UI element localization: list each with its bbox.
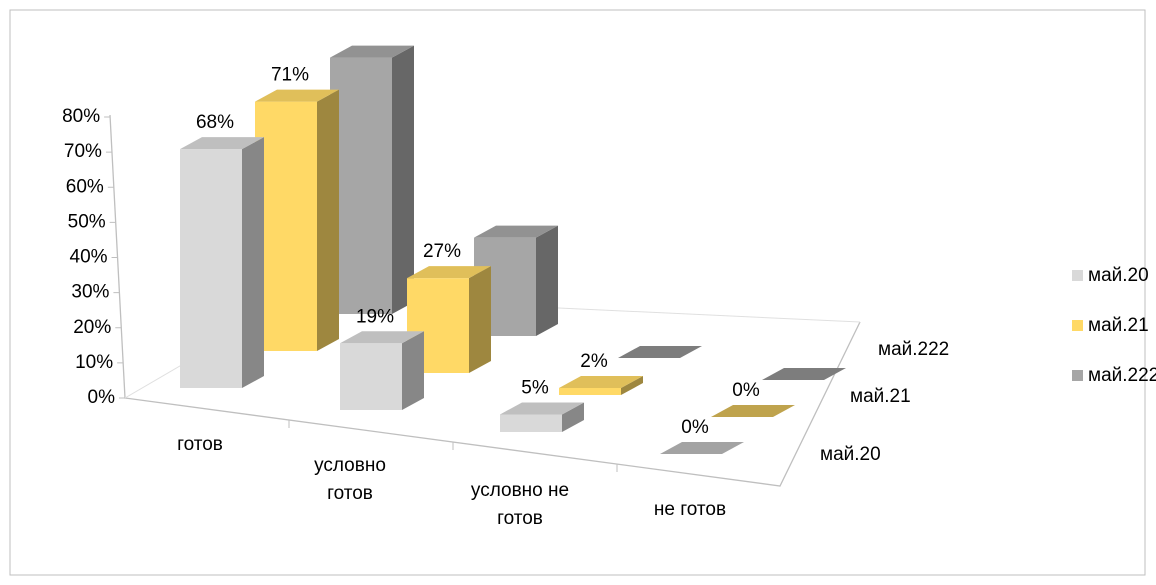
- y-tick-label: 30%: [71, 282, 109, 303]
- data-label: 68%: [196, 112, 234, 133]
- bar: [711, 405, 795, 417]
- legend-swatch: [1072, 320, 1083, 331]
- bar-top: [500, 402, 584, 415]
- data-label: 0%: [732, 380, 760, 401]
- bar: [255, 89, 339, 352]
- bar-top: [255, 89, 339, 102]
- bar-front: [330, 57, 392, 315]
- data-label: 0%: [681, 417, 709, 438]
- x-tick-label: не готов: [654, 499, 726, 520]
- y-tick-label: 10%: [75, 352, 113, 373]
- x-tick-label: условно готов: [314, 455, 386, 504]
- bar-front: [559, 387, 621, 395]
- bar: [340, 331, 424, 410]
- data-label: 19%: [356, 306, 394, 327]
- bar-side: [536, 225, 558, 336]
- bar-side: [469, 266, 491, 373]
- data-label: 71%: [271, 65, 309, 86]
- bar-top: [180, 137, 264, 150]
- bar-side: [242, 137, 264, 388]
- bar: [180, 137, 264, 388]
- x-tick-label: условно не готов: [471, 480, 569, 529]
- depth-label: май.21: [850, 386, 911, 407]
- bar-side: [392, 45, 414, 315]
- legend-label: май.21: [1088, 315, 1149, 336]
- y-tick-label: 70%: [64, 141, 102, 162]
- legend-swatch: [1072, 270, 1083, 281]
- y-tick-label: 60%: [66, 176, 104, 197]
- bar-side: [402, 331, 424, 410]
- bar-top: [474, 225, 558, 238]
- legend-label: май.20: [1088, 265, 1149, 286]
- bar: [330, 45, 414, 315]
- depth-label: май.222: [878, 339, 949, 360]
- bar-front: [500, 414, 562, 432]
- bar-side: [621, 375, 643, 395]
- bar-front: [340, 343, 402, 410]
- bar-top: [762, 368, 846, 380]
- bar: [618, 346, 702, 358]
- y-tick-label: 40%: [70, 247, 108, 268]
- data-label: 27%: [423, 241, 461, 262]
- bar-top: [711, 405, 795, 417]
- data-label: 5%: [521, 377, 549, 398]
- bar: [660, 442, 744, 454]
- bar: [762, 368, 846, 380]
- bar-top: [660, 442, 744, 454]
- bar-top: [559, 375, 643, 388]
- y-tick-label: 80%: [62, 106, 100, 127]
- legend-swatch: [1072, 370, 1083, 381]
- y-tick-label: 50%: [68, 211, 106, 232]
- data-label: 2%: [580, 351, 608, 372]
- depth-label: май.20: [820, 444, 881, 465]
- bar: [559, 375, 643, 395]
- bar-side: [317, 89, 339, 352]
- bar: [407, 266, 491, 373]
- bar-top: [330, 45, 414, 58]
- x-tick-label: готов: [177, 434, 223, 455]
- bar: [500, 402, 584, 432]
- bar-top: [618, 346, 702, 358]
- bar-front: [255, 101, 317, 351]
- legend-label: май.222: [1088, 365, 1156, 386]
- bar-top: [340, 331, 424, 344]
- bar-side: [562, 402, 584, 432]
- bar-front: [180, 149, 242, 388]
- y-tick-label: 20%: [73, 317, 111, 338]
- bar-top: [407, 266, 491, 279]
- y-tick-label: 0%: [88, 387, 116, 408]
